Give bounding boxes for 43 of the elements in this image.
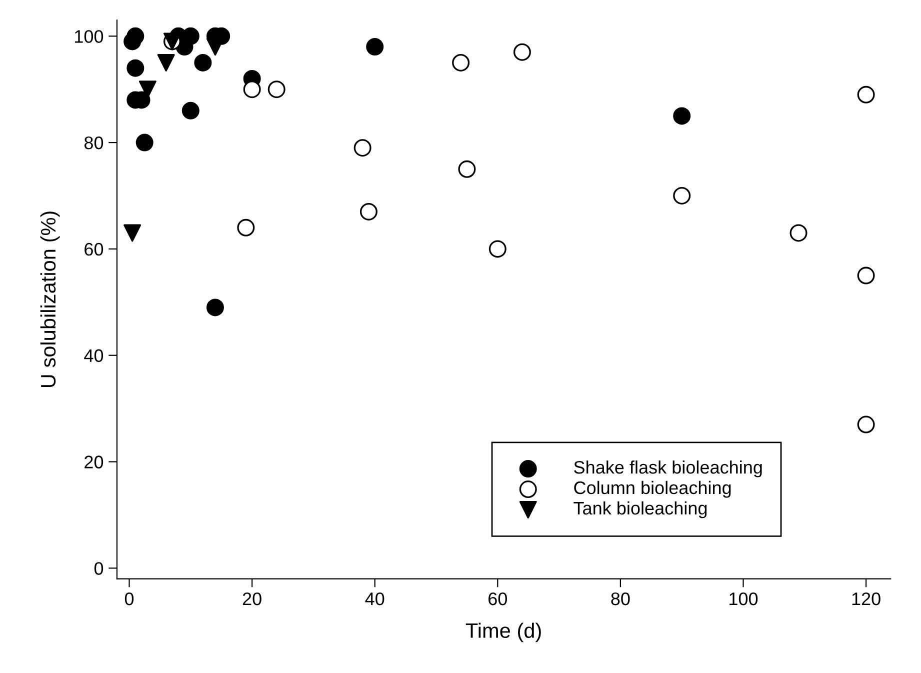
- x-tick-label: 40: [365, 592, 384, 606]
- point: [126, 59, 144, 77]
- x-axis-title: Time (d): [466, 622, 541, 642]
- x-tick-label: 120: [852, 592, 880, 606]
- point: [458, 160, 476, 178]
- y-axis-title: U solubilization (%): [40, 212, 60, 388]
- point: [243, 80, 261, 98]
- point: [237, 218, 255, 236]
- y-tick-label: 0: [94, 562, 104, 575]
- point: [126, 27, 144, 45]
- point: [452, 54, 470, 72]
- legend-label: Shake flask bioleaching: [574, 460, 762, 478]
- point: [673, 107, 691, 125]
- legend-label: Tank bioleaching: [574, 501, 707, 518]
- point: [354, 139, 372, 157]
- y-tick-label: 100: [75, 30, 104, 43]
- point: [673, 186, 691, 204]
- point: [136, 134, 154, 152]
- point: [790, 224, 808, 242]
- point: [488, 240, 506, 258]
- y-tick-label: 40: [84, 349, 104, 362]
- point: [194, 54, 212, 72]
- x-tick-label: 60: [488, 592, 507, 606]
- x-tick-label: 0: [124, 592, 134, 606]
- y-tick-label: 20: [84, 456, 104, 468]
- y-tick-label: 60: [84, 242, 104, 256]
- point: [182, 102, 200, 120]
- point: [513, 43, 531, 61]
- point: [268, 80, 286, 98]
- legend-label: Column bioleaching: [574, 480, 731, 498]
- point: [157, 54, 175, 72]
- point: [124, 224, 142, 242]
- point: [206, 298, 224, 316]
- x-tick-label: 80: [611, 592, 630, 606]
- x-tick-label: 100: [730, 592, 758, 606]
- point: [857, 266, 875, 284]
- y-tick-label: 80: [84, 136, 104, 150]
- point: [366, 38, 384, 56]
- point: [857, 86, 875, 104]
- point: [360, 202, 378, 220]
- x-tick-label: 20: [242, 592, 262, 606]
- point: [138, 80, 156, 98]
- point: [857, 416, 875, 434]
